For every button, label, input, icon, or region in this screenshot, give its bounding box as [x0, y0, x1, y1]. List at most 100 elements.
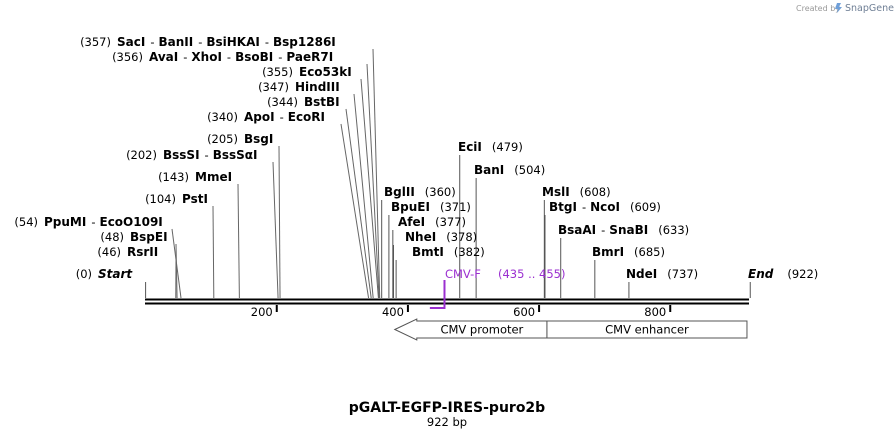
- enzyme-separator: -: [91, 215, 95, 229]
- enzyme-name[interactable]: BsoBI: [235, 50, 273, 64]
- enzyme-site[interactable]: (347) HindIII: [258, 80, 340, 94]
- credit-brand: SnapGene: [845, 3, 894, 14]
- enzyme-site[interactable]: (685) BmrI: [592, 245, 665, 259]
- enzyme-separator: -: [265, 35, 269, 49]
- enzyme-name[interactable]: PpuMI: [44, 215, 86, 229]
- enzyme-site[interactable]: (377) AfeI: [398, 215, 466, 229]
- enzyme-position: (371): [440, 200, 471, 214]
- enzyme-site[interactable]: (202) BssSI - BssSαI: [126, 148, 257, 162]
- enzyme-name[interactable]: BmrI: [592, 245, 624, 259]
- enzyme-site[interactable]: (479) EciI: [458, 140, 523, 154]
- enzyme-name[interactable]: BanI: [474, 163, 504, 177]
- enzyme-site[interactable]: (504) BanI: [474, 163, 545, 177]
- plasmid-length: 922 bp: [427, 415, 467, 429]
- enzyme-position: (357): [80, 35, 111, 49]
- feature-label: CMV promoter: [440, 323, 523, 337]
- enzyme-site[interactable]: (48) BspEI: [100, 230, 167, 244]
- enzyme-name[interactable]: MslI: [542, 185, 570, 199]
- axis-tick-label: 600: [513, 305, 535, 319]
- enzyme-name[interactable]: BssSI: [163, 148, 200, 162]
- enzyme-name[interactable]: AfeI: [398, 215, 425, 229]
- enzyme-name[interactable]: BglII: [384, 185, 415, 199]
- enzyme-position: (685): [634, 245, 665, 259]
- enzyme-name[interactable]: BmtI: [412, 245, 444, 259]
- enzyme-position: (504): [514, 163, 545, 177]
- enzyme-site[interactable]: (378) NheI: [405, 230, 477, 244]
- enzyme-name[interactable]: SacI: [117, 35, 145, 49]
- enzyme-separator: -: [183, 50, 187, 64]
- enzyme-name[interactable]: HindIII: [295, 80, 340, 94]
- enzyme-name[interactable]: RsrII: [127, 245, 158, 259]
- enzyme-site[interactable]: (143) MmeI: [158, 170, 232, 184]
- enzyme-name[interactable]: NcoI: [590, 200, 620, 214]
- enzyme-site[interactable]: (608) MslI: [542, 185, 611, 199]
- enzyme-site[interactable]: (357) SacI - BanII - BsiHKAI - Bsp1286I: [80, 35, 336, 49]
- enzyme-site[interactable]: (922) End: [748, 267, 818, 281]
- enzyme-site[interactable]: (737) NdeI: [626, 267, 698, 281]
- enzyme-site[interactable]: (104) PstI: [145, 192, 208, 206]
- enzyme-name[interactable]: BstBI: [304, 95, 340, 109]
- enzyme-name[interactable]: BanII: [158, 35, 193, 49]
- enzyme-name[interactable]: BsiHKAI: [206, 35, 260, 49]
- enzyme-name[interactable]: Bsp1286I: [273, 35, 336, 49]
- enzyme-name[interactable]: NdeI: [626, 267, 657, 281]
- enzyme-name[interactable]: AvaI: [149, 50, 178, 64]
- enzyme-name[interactable]: End: [748, 267, 774, 281]
- enzyme-site[interactable]: (344) BstBI: [267, 95, 340, 109]
- enzyme-position: (104): [145, 192, 176, 206]
- enzyme-name[interactable]: PaeR7I: [286, 50, 333, 64]
- enzyme-name[interactable]: PstI: [182, 192, 208, 206]
- enzyme-leader: [340, 123, 370, 299]
- enzyme-name[interactable]: BtgI: [549, 200, 577, 214]
- enzyme-position: (347): [258, 80, 289, 94]
- feature-shape[interactable]: [546, 320, 748, 339]
- enzyme-position: (382): [454, 245, 485, 259]
- enzyme-leader: [278, 145, 281, 299]
- enzyme-site[interactable]: (633) BsaAI - SnaBI: [558, 223, 689, 237]
- snapgene-credit: Created by SnapGene: [796, 3, 894, 14]
- enzyme-position: (54): [14, 215, 38, 229]
- enzyme-name[interactable]: BspEI: [130, 230, 168, 244]
- enzyme-name[interactable]: EcoRI: [288, 110, 325, 124]
- enzyme-name[interactable]: SnaBI: [609, 223, 648, 237]
- enzyme-name[interactable]: NheI: [405, 230, 436, 244]
- enzyme-name[interactable]: BsgI: [244, 132, 273, 146]
- enzyme-name[interactable]: MmeI: [195, 170, 232, 184]
- enzyme-name[interactable]: BpuEI: [391, 200, 430, 214]
- enzyme-name[interactable]: ApoI: [244, 110, 275, 124]
- enzyme-site[interactable]: (360) BglII: [384, 185, 456, 199]
- enzyme-site[interactable]: (46) RsrII: [97, 245, 158, 259]
- snapgene-logo-icon: [835, 3, 842, 13]
- enzyme-site[interactable]: (0) Start: [76, 267, 134, 281]
- primer-range: (435 .. 455): [498, 267, 566, 281]
- enzyme-separator: -: [601, 223, 605, 237]
- enzyme-site[interactable]: (340) ApoI - EcoRI: [207, 110, 325, 124]
- enzyme-site[interactable]: (371) BpuEI: [391, 200, 471, 214]
- enzyme-name[interactable]: Eco53kI: [299, 65, 352, 79]
- enzyme-site[interactable]: (356) AvaI - XhoI - BsoBI - PaeR7I: [112, 50, 333, 64]
- enzyme-name[interactable]: EciI: [458, 140, 482, 154]
- enzyme-separator: -: [582, 200, 586, 214]
- enzyme-name[interactable]: XhoI: [191, 50, 222, 64]
- enzyme-site[interactable]: (54) PpuMI - EcoO109I: [14, 215, 162, 229]
- enzyme-name[interactable]: BssSαI: [213, 148, 258, 162]
- enzyme-site[interactable]: (205) BsgI: [207, 132, 273, 146]
- enzyme-separator: -: [278, 50, 282, 64]
- credit-prefix: Created by: [796, 4, 840, 13]
- enzyme-site[interactable]: (609) BtgI - NcoI: [549, 200, 661, 214]
- primer-arrow[interactable]: [429, 280, 446, 309]
- enzyme-position: (360): [425, 185, 456, 199]
- enzyme-name[interactable]: BsaAI: [558, 223, 596, 237]
- enzyme-separator: -: [227, 50, 231, 64]
- enzyme-leader: [372, 48, 381, 299]
- primer-name[interactable]: CMV-F: [445, 267, 481, 281]
- feature-cmv-promoter[interactable]: CMV promoter: [393, 318, 548, 341]
- feature-cmv-enhancer[interactable]: CMV enhancer: [546, 320, 748, 339]
- enzyme-site[interactable]: (355) Eco53kI: [262, 65, 352, 79]
- enzyme-position: (378): [446, 230, 477, 244]
- enzyme-position: (737): [667, 267, 698, 281]
- enzyme-name[interactable]: Start: [98, 267, 133, 281]
- enzyme-name[interactable]: EcoO109I: [100, 215, 163, 229]
- enzyme-site[interactable]: (382) BmtI: [412, 245, 485, 259]
